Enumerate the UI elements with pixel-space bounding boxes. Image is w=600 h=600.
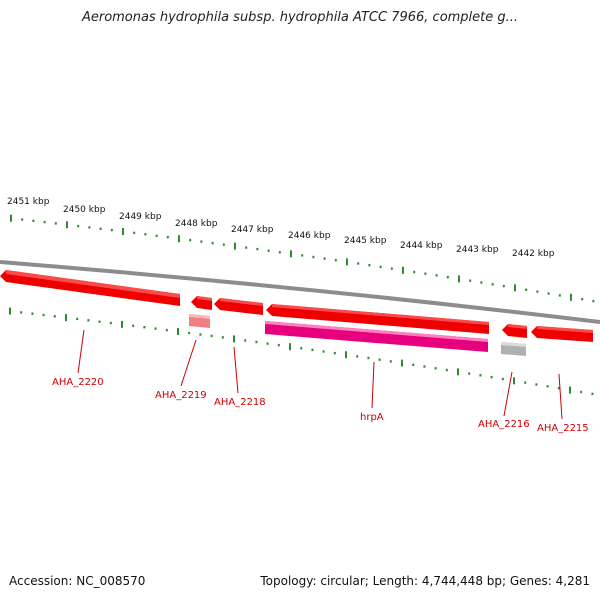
gene-label-AHA_2216[interactable]: AHA_2216 xyxy=(478,419,530,430)
leader-AHA_2215 xyxy=(558,373,563,420)
map-title: Aeromonas hydrophila subsp. hydrophila A… xyxy=(81,10,519,25)
gene-label-AHA_2220[interactable]: AHA_2220 xyxy=(52,377,104,388)
ruler-label-2451: 2451 kbp xyxy=(7,197,50,207)
upper-tick-row xyxy=(10,214,595,303)
gene-labels: AHA_2220 AHA_2219 AHA_2218 hrpA AHA_2216… xyxy=(52,377,589,434)
gene-AHA_2215[interactable] xyxy=(531,326,593,342)
leader-AHA_2219 xyxy=(180,339,197,387)
ruler-label-2443: 2443 kbp xyxy=(456,245,499,255)
ruler-label-2449: 2449 kbp xyxy=(119,212,162,222)
leader-AHA_2220 xyxy=(77,329,85,374)
ruler-label-2448: 2448 kbp xyxy=(175,219,218,229)
leader-AHA_2216 xyxy=(503,371,513,417)
gene-label-hrpA[interactable]: hrpA xyxy=(360,412,384,423)
genome-backbone xyxy=(0,260,600,324)
gene-AHA_2218[interactable] xyxy=(214,298,263,315)
gene-AHA_2220[interactable] xyxy=(0,270,180,306)
gene-features xyxy=(0,270,593,356)
ruler-label-2444: 2444 kbp xyxy=(400,241,443,251)
ruler-labels: 2451 kbp 2450 kbp 2449 kbp 2448 kbp 2447… xyxy=(7,197,555,259)
accession-text: Accession: NC_008570 xyxy=(9,574,146,588)
gene-hrpA[interactable] xyxy=(266,304,489,334)
leader-AHA_2218 xyxy=(233,346,239,394)
gene-label-AHA_2219[interactable]: AHA_2219 xyxy=(155,390,207,401)
ruler-label-2450: 2450 kbp xyxy=(63,205,106,215)
gene-label-AHA_2215[interactable]: AHA_2215 xyxy=(537,423,589,434)
rna-hrpA xyxy=(265,321,488,352)
ruler-label-2447: 2447 kbp xyxy=(231,225,274,235)
lower-tick-row xyxy=(9,307,594,396)
pseudo-AHA_2216 xyxy=(501,342,526,356)
gene-AHA_2216[interactable] xyxy=(502,324,527,338)
gene-AHA_2219[interactable] xyxy=(191,296,212,310)
ruler-label-2446: 2446 kbp xyxy=(288,231,331,241)
gene-label-AHA_2218[interactable]: AHA_2218 xyxy=(214,397,266,408)
pseudo-AHA_2219 xyxy=(189,314,210,328)
leader-hrpA xyxy=(371,361,375,409)
topology-text: Topology: circular; Length: 4,744,448 bp… xyxy=(260,574,590,588)
gene-leader-lines xyxy=(77,329,563,420)
ruler-label-2442: 2442 kbp xyxy=(512,249,555,259)
ruler-label-2445: 2445 kbp xyxy=(344,236,387,246)
